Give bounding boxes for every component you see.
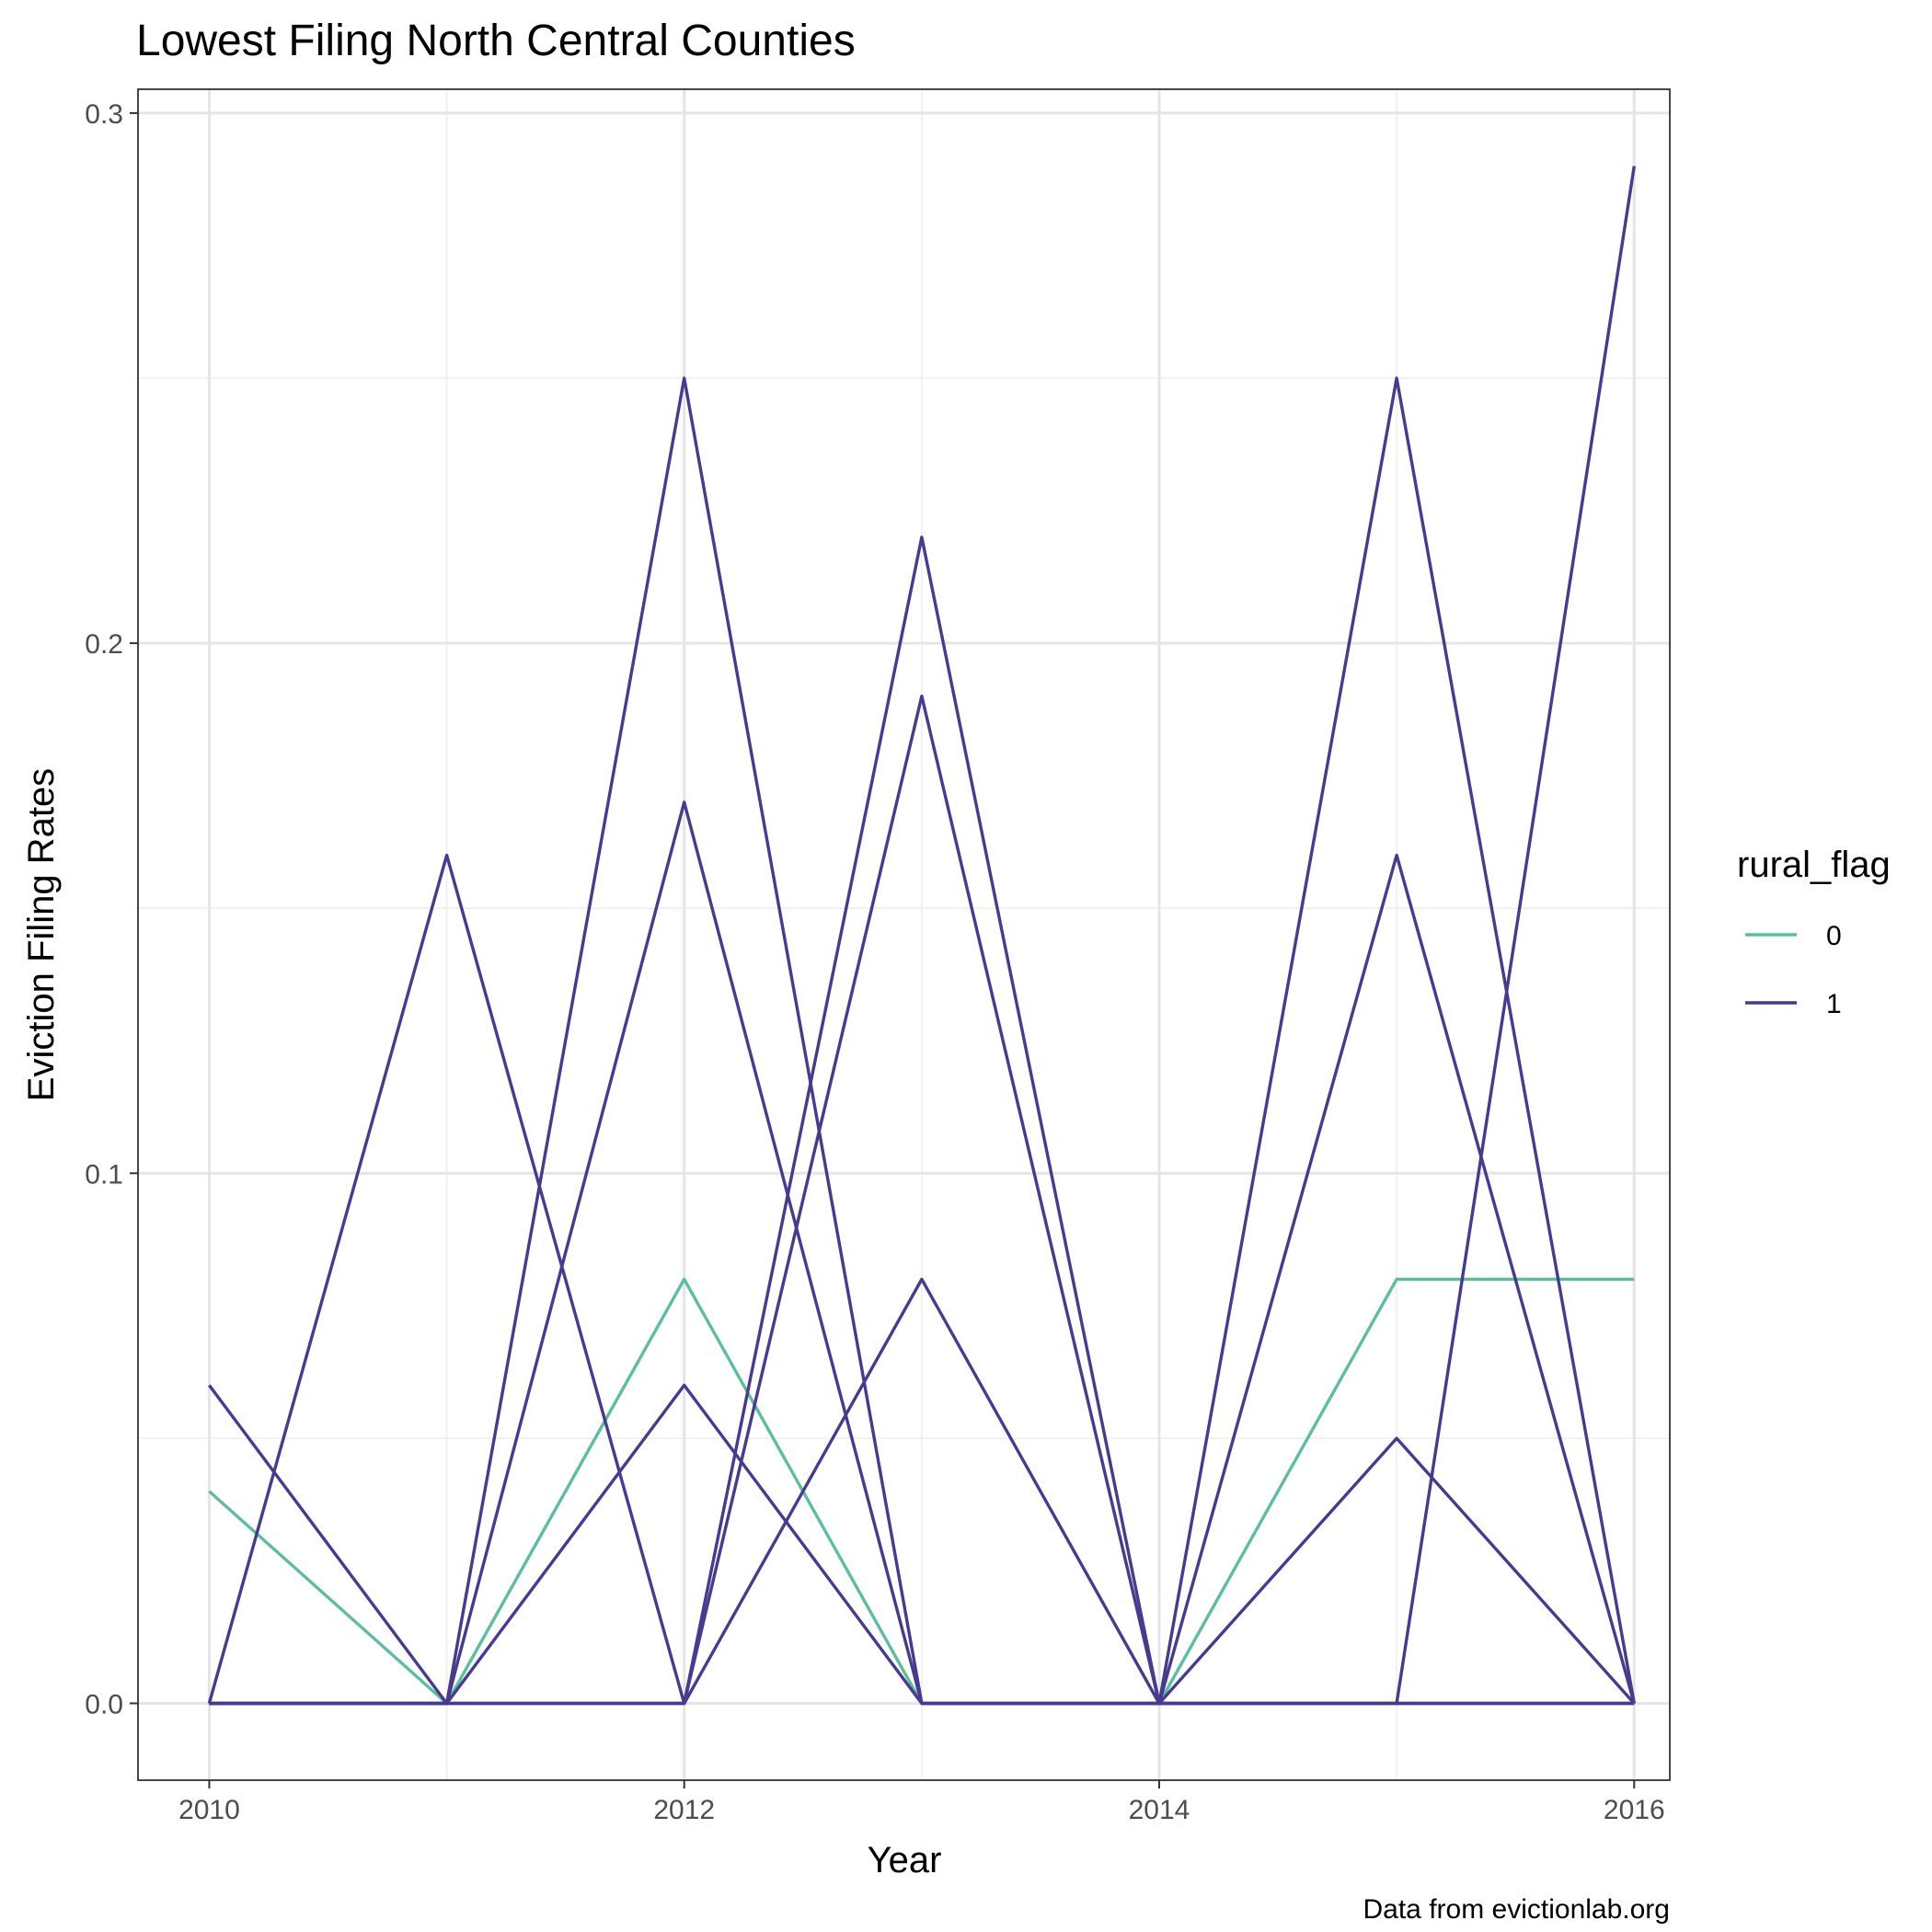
legend-title: rural_flag: [1737, 845, 1891, 885]
legend: rural_flag 0 1: [1737, 845, 1891, 1019]
series-line-6-rural-1: [209, 695, 1635, 1706]
y-tick-label: 0.2: [85, 629, 123, 660]
x-tick-label: 2010: [178, 1795, 240, 1825]
y-tick-label: 0.3: [85, 99, 123, 130]
x-tick-label: 2014: [1129, 1795, 1190, 1825]
x-tick-label: 2012: [653, 1795, 715, 1825]
series-lines: [207, 166, 1636, 1706]
legend-label-1: 1: [1826, 989, 1842, 1019]
y-axis-title: Eviction Filing Rates: [21, 768, 62, 1101]
x-axis-title: Year: [868, 1840, 942, 1880]
panel-border: [137, 88, 1671, 1781]
x-axis-ticks: 2010 2012 2014 2016: [178, 1780, 1665, 1825]
x-tick-label: 2016: [1604, 1795, 1665, 1825]
legend-label-0: 0: [1826, 921, 1842, 951]
y-tick-label: 0.1: [85, 1159, 123, 1190]
minor-gridlines: [138, 89, 1670, 1780]
chart-title: Lowest Filing North Central Counties: [136, 17, 856, 65]
y-tick-label: 0.0: [85, 1689, 123, 1719]
chart-caption: Data from evictionlab.org: [1363, 1894, 1671, 1925]
series-line-2-rural-1: [207, 853, 1636, 1706]
y-axis-ticks: 0.0 0.1 0.2 0.3: [85, 99, 138, 1719]
